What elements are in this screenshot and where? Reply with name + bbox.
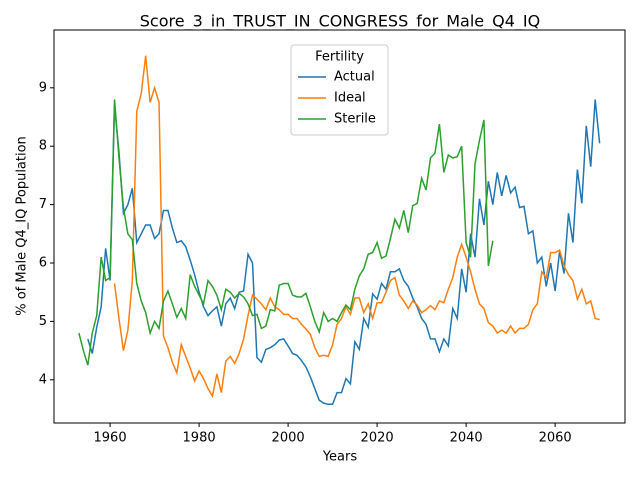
x-tick-label: 2060	[539, 431, 572, 446]
y-tick-label: 9	[39, 80, 47, 95]
legend-title: Fertility	[315, 50, 364, 65]
x-tick-label: 2040	[450, 431, 483, 446]
x-tick-label: 2020	[361, 431, 394, 446]
legend-label: Ideal	[334, 91, 366, 106]
y-tick-label: 6	[39, 255, 47, 270]
y-tick-label: 8	[39, 139, 47, 154]
series-line	[87, 99, 601, 406]
legend-label: Actual	[334, 70, 375, 85]
series-line	[113, 55, 600, 399]
legend-box	[290, 44, 389, 136]
legend-label: Sterile	[334, 112, 376, 127]
y-tick-label: 5	[39, 314, 47, 329]
x-tick-label: 1960	[94, 431, 127, 446]
y-axis-label: % of Male Q4_IQ Population	[15, 136, 30, 316]
x-tick-label: 2000	[272, 431, 305, 446]
x-tick-label: 1980	[183, 431, 216, 446]
y-tick-label: 4	[39, 372, 47, 387]
y-tick-label: 7	[39, 197, 47, 212]
x-axis-label: Years	[322, 450, 358, 465]
plot-frame	[53, 29, 626, 424]
chart-title: Score_3_in_TRUST_IN_CONGRESS_for_Male_Q4…	[140, 12, 540, 32]
series-line	[78, 99, 494, 366]
